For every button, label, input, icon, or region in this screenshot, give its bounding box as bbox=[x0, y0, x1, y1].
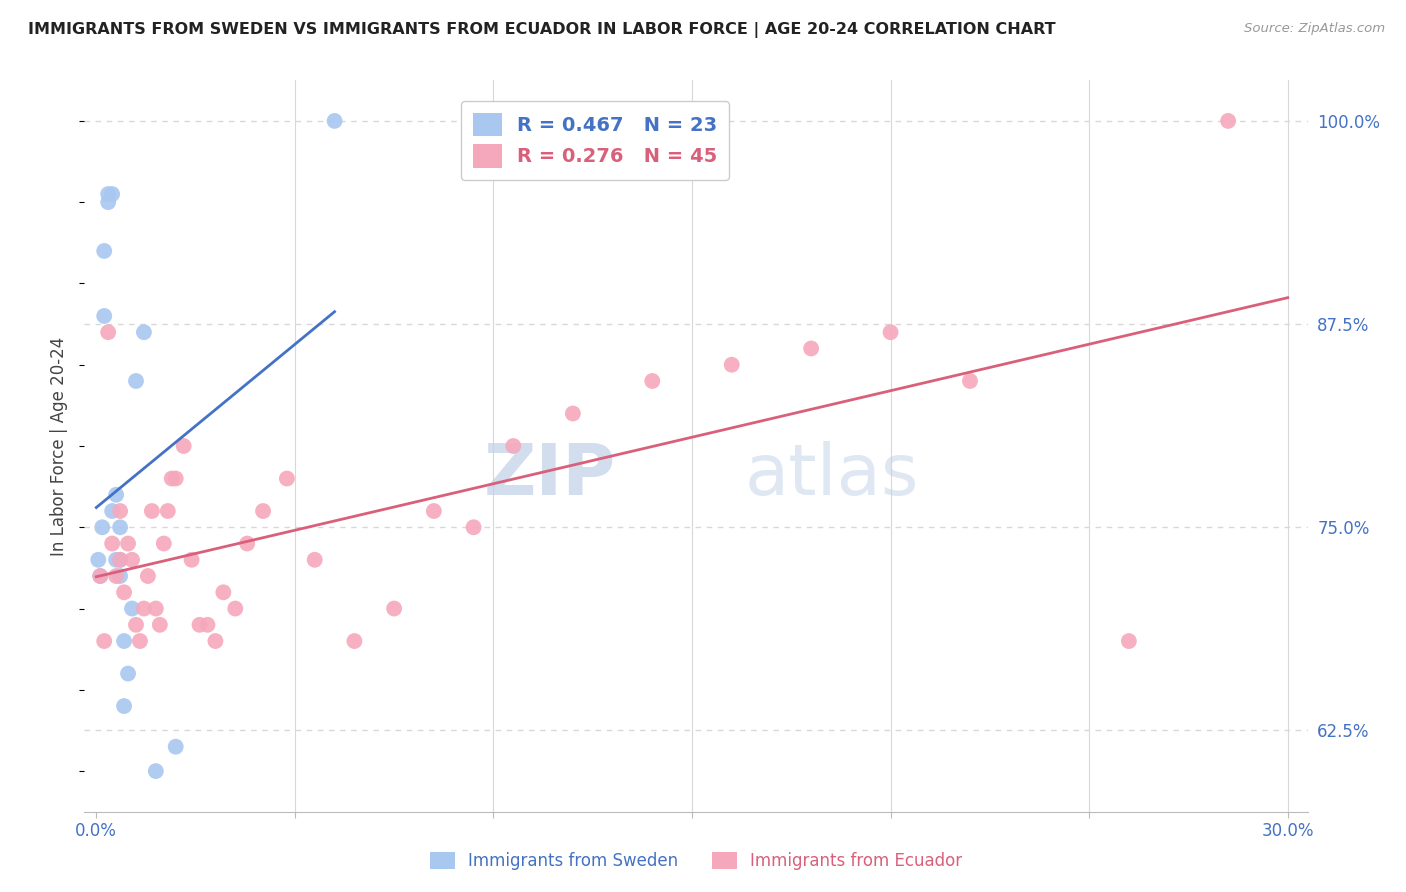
Point bbox=[382, 601, 405, 615]
Point bbox=[156, 504, 179, 518]
Point bbox=[125, 374, 148, 388]
Point bbox=[879, 325, 901, 339]
Point bbox=[423, 504, 446, 518]
Point bbox=[105, 553, 128, 567]
Point bbox=[343, 634, 366, 648]
Point bbox=[93, 309, 115, 323]
Point bbox=[132, 325, 155, 339]
Point bbox=[101, 504, 124, 518]
Point bbox=[89, 569, 111, 583]
Point bbox=[101, 536, 124, 550]
Point bbox=[108, 504, 131, 518]
Point bbox=[204, 634, 226, 648]
Point bbox=[276, 471, 298, 485]
Point bbox=[105, 569, 128, 583]
Point bbox=[641, 374, 664, 388]
Point bbox=[224, 601, 246, 615]
Point bbox=[89, 569, 111, 583]
Point bbox=[121, 553, 143, 567]
Point bbox=[112, 634, 135, 648]
Point bbox=[129, 634, 152, 648]
Point bbox=[502, 439, 524, 453]
Point bbox=[152, 536, 174, 550]
Point bbox=[252, 504, 274, 518]
Text: atlas: atlas bbox=[745, 441, 920, 509]
Point bbox=[117, 536, 139, 550]
Point bbox=[165, 739, 187, 754]
Point bbox=[800, 342, 823, 356]
Point bbox=[1118, 634, 1140, 648]
Point bbox=[112, 699, 135, 714]
Point bbox=[93, 634, 115, 648]
Point bbox=[145, 764, 167, 778]
Point bbox=[97, 187, 120, 202]
Point bbox=[108, 553, 131, 567]
Point bbox=[720, 358, 742, 372]
Point bbox=[212, 585, 235, 599]
Point bbox=[323, 114, 346, 128]
Point bbox=[149, 617, 172, 632]
Point bbox=[304, 553, 326, 567]
Point bbox=[188, 617, 211, 632]
Point bbox=[108, 569, 131, 583]
Point bbox=[91, 520, 114, 534]
Point bbox=[561, 407, 583, 421]
Point bbox=[87, 553, 110, 567]
Point bbox=[173, 439, 195, 453]
Point bbox=[125, 617, 148, 632]
Point bbox=[97, 325, 120, 339]
Point bbox=[463, 520, 485, 534]
Point bbox=[117, 666, 139, 681]
Point bbox=[136, 569, 159, 583]
Y-axis label: In Labor Force | Age 20-24: In Labor Force | Age 20-24 bbox=[51, 336, 69, 556]
Legend: Immigrants from Sweden, Immigrants from Ecuador: Immigrants from Sweden, Immigrants from … bbox=[423, 845, 969, 877]
Point bbox=[132, 601, 155, 615]
Point bbox=[145, 601, 167, 615]
Point bbox=[105, 488, 128, 502]
Point bbox=[959, 374, 981, 388]
Text: IMMIGRANTS FROM SWEDEN VS IMMIGRANTS FROM ECUADOR IN LABOR FORCE | AGE 20-24 COR: IMMIGRANTS FROM SWEDEN VS IMMIGRANTS FRO… bbox=[28, 22, 1056, 38]
Point bbox=[93, 244, 115, 258]
Text: ZIP: ZIP bbox=[484, 441, 616, 509]
Point bbox=[101, 187, 124, 202]
Point bbox=[108, 520, 131, 534]
Point bbox=[141, 504, 163, 518]
Point bbox=[180, 553, 202, 567]
Point bbox=[112, 585, 135, 599]
Point bbox=[236, 536, 259, 550]
Point bbox=[160, 471, 183, 485]
Point bbox=[121, 601, 143, 615]
Point bbox=[108, 553, 131, 567]
Point bbox=[97, 195, 120, 210]
Text: Source: ZipAtlas.com: Source: ZipAtlas.com bbox=[1244, 22, 1385, 36]
Point bbox=[1218, 114, 1240, 128]
Point bbox=[197, 617, 219, 632]
Point bbox=[165, 471, 187, 485]
